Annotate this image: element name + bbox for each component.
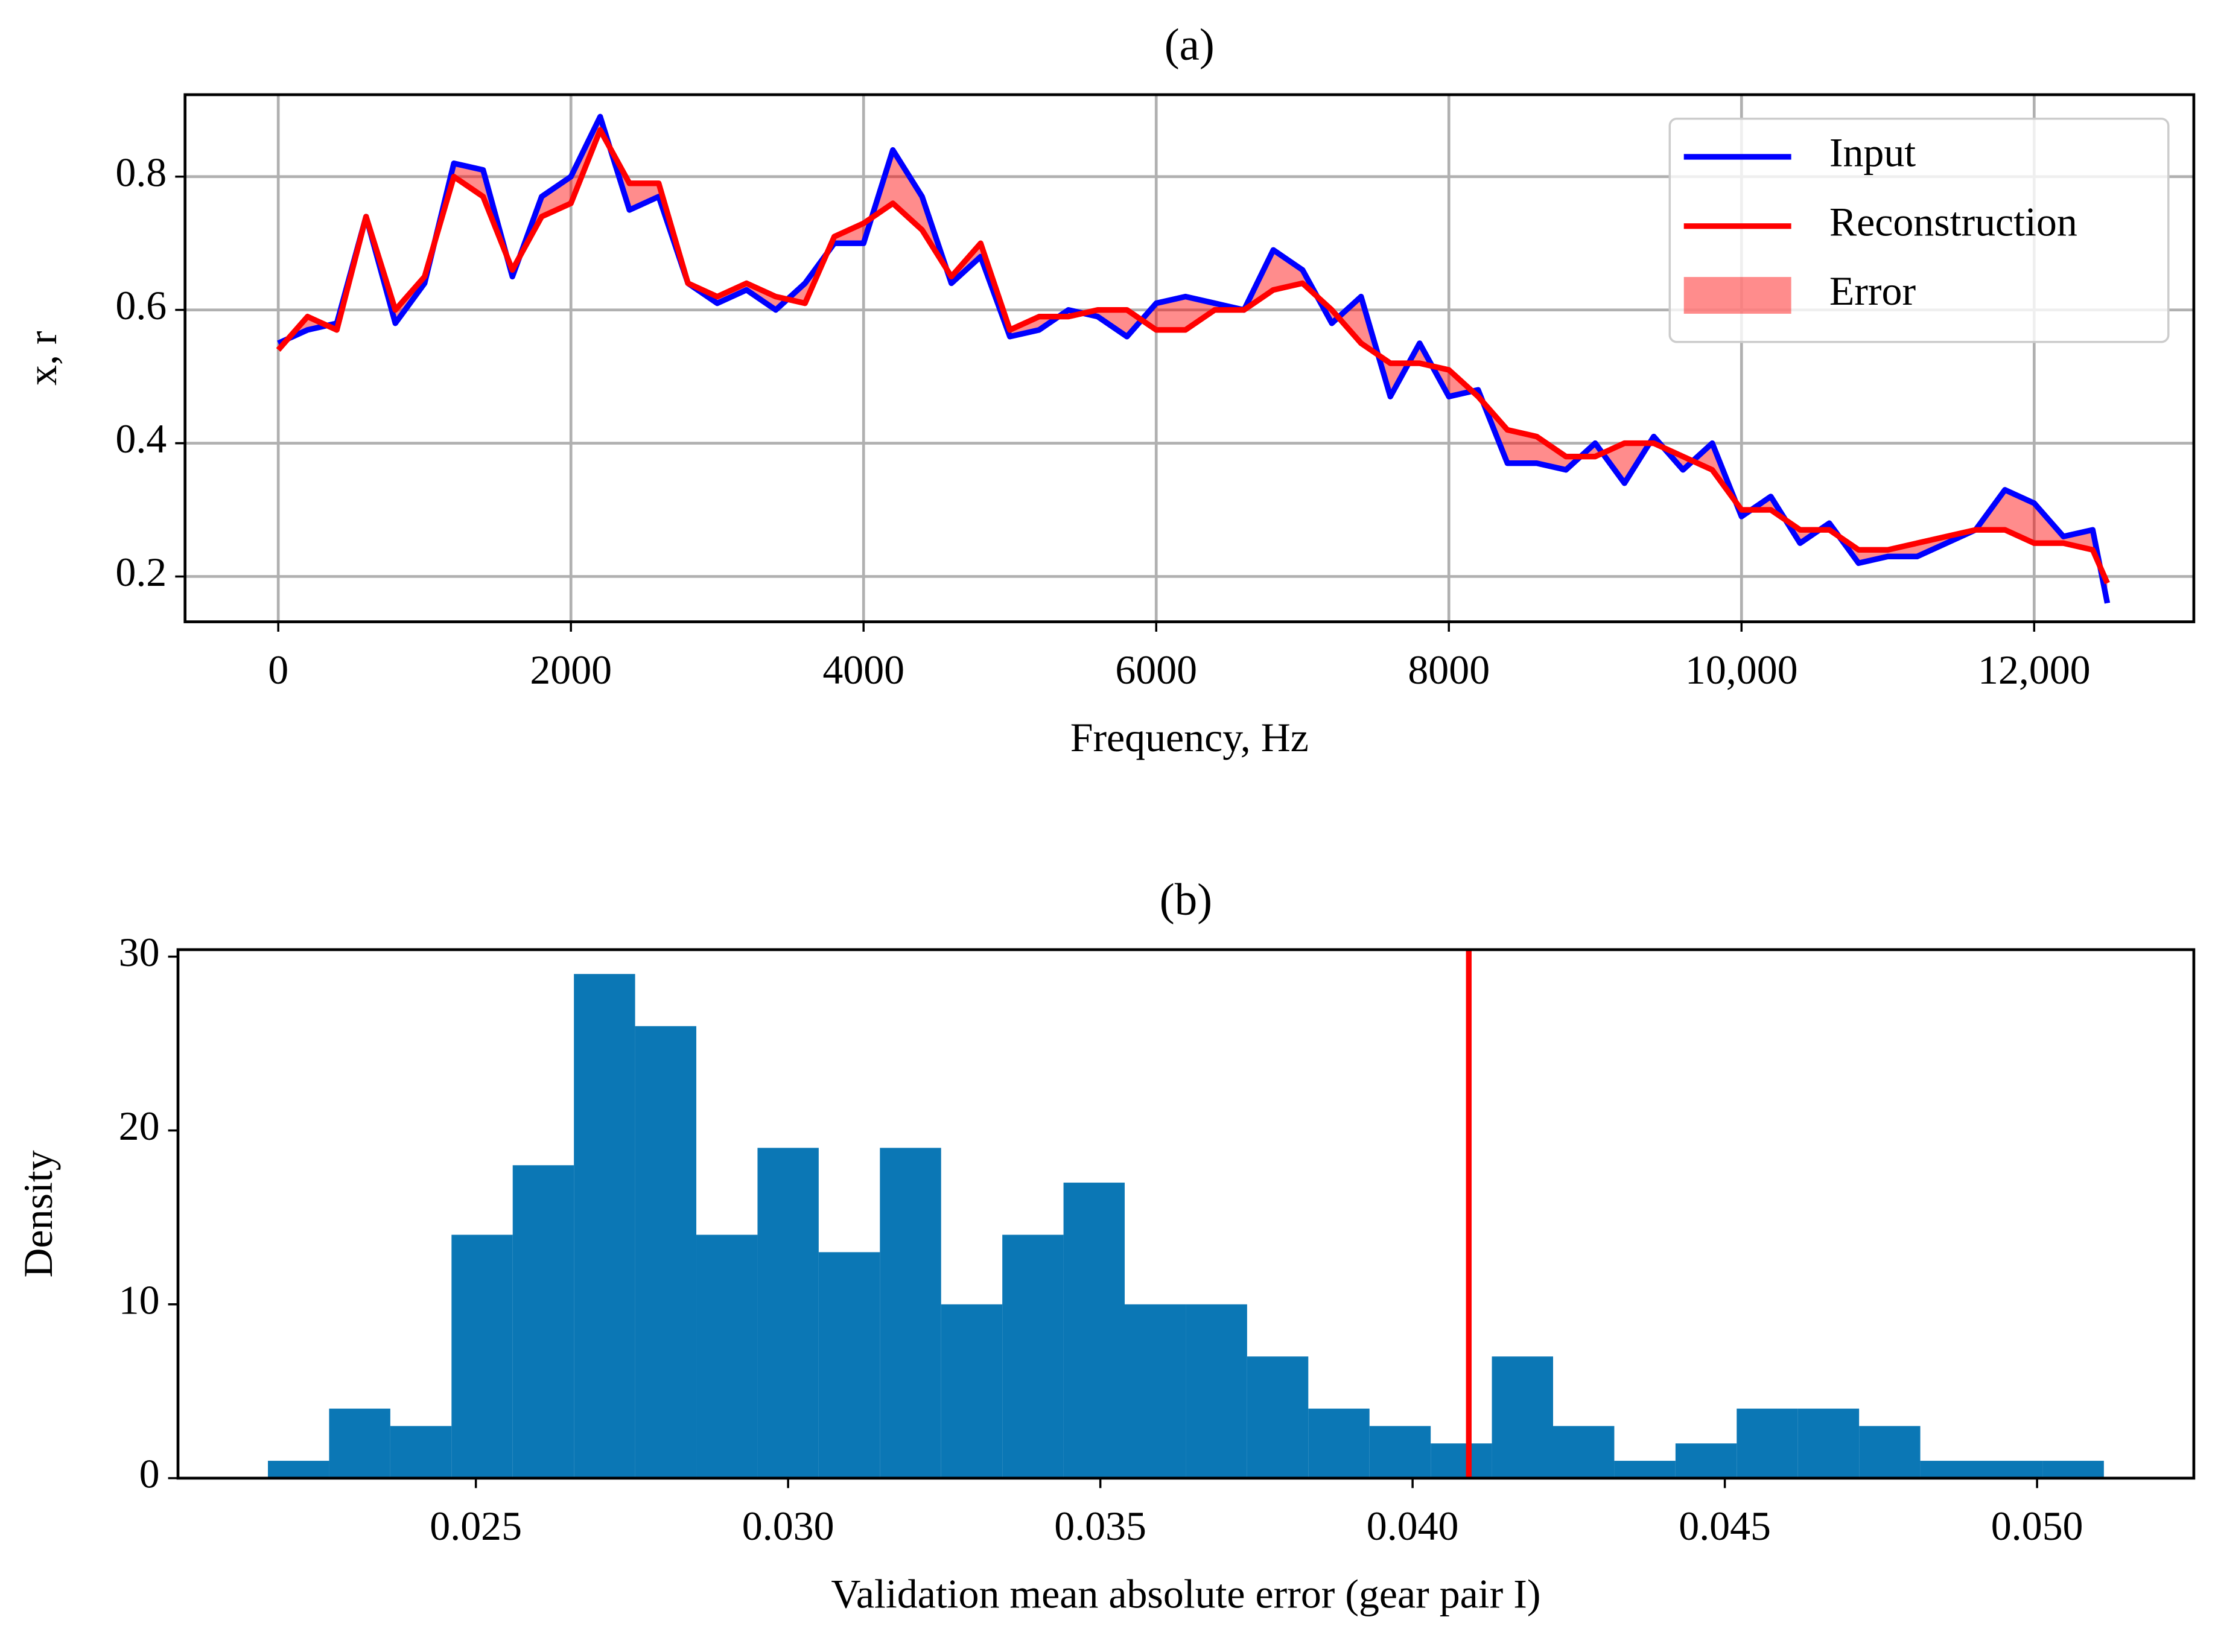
histogram-bar: [390, 1426, 452, 1478]
y-axis-label: Density: [15, 1150, 61, 1277]
x-tick-label: 2000: [530, 647, 612, 693]
histogram-bar: [696, 1234, 758, 1478]
y-tick-label: 0: [139, 1450, 160, 1496]
histogram-bar: [1797, 1408, 1860, 1478]
histogram-bar: [1247, 1356, 1309, 1478]
x-tick-label: 0.030: [742, 1503, 834, 1549]
x-axis-label: Validation mean absolute error (gear pai…: [831, 1571, 1540, 1617]
x-axis-label: Frequency, Hz: [1070, 714, 1309, 760]
histogram-bar: [1369, 1426, 1431, 1478]
histogram-bar: [574, 974, 635, 1478]
chart-title: (b): [1160, 875, 1212, 925]
histogram-bar: [1186, 1304, 1247, 1478]
histogram-bar: [757, 1148, 819, 1478]
histogram-bar: [941, 1304, 1003, 1478]
axes-frame: [176, 948, 2196, 1480]
y-axis-label: x, r: [19, 331, 65, 386]
x-tick-label: 4000: [822, 647, 904, 693]
series-line: [276, 127, 2110, 585]
series-line: [277, 113, 2111, 604]
histogram-bar: [1859, 1426, 1921, 1478]
legend-swatch: [1683, 277, 1791, 314]
y-tick-label: 0.2: [115, 549, 167, 595]
legend-label: Reconstruction: [1829, 199, 2077, 244]
x-tick-label: 10,000: [1685, 647, 1798, 693]
x-tick-label: 8000: [1408, 647, 1490, 693]
y-tick-label: 0.6: [115, 282, 167, 328]
x-tick-label: 0.035: [1054, 1503, 1146, 1549]
x-tick-label: 0.045: [1679, 1503, 1771, 1549]
x-tick-label: 0.025: [430, 1503, 522, 1549]
histogram-bar: [1492, 1356, 1554, 1478]
chart-title: (a): [1165, 20, 1215, 70]
legend-label: Input: [1829, 130, 1916, 176]
legend-box: [1668, 117, 2170, 343]
histogram-bar: [268, 1461, 329, 1478]
axes-frame: [183, 93, 2196, 623]
histogram-bar: [512, 1165, 574, 1478]
histogram-bar: [1431, 1443, 1492, 1478]
histogram-bar: [2042, 1461, 2104, 1478]
histogram-bar: [1063, 1183, 1125, 1478]
x-tick-label: 0.050: [1991, 1503, 2083, 1549]
chart-panel: 0.025 0.030 0.035 0.040 0.045 0.050 0 10 20 30 (b)…: [15, 875, 2196, 1617]
histogram-bar: [451, 1234, 513, 1478]
y-tick-label: 0.4: [115, 416, 167, 462]
y-tick-label: 30: [119, 929, 160, 975]
y-tick-label: 10: [119, 1277, 160, 1323]
y-tick-label: 20: [119, 1103, 160, 1149]
histogram-bar: [1675, 1443, 1737, 1478]
x-tick-label: 6000: [1115, 647, 1197, 693]
histogram-bar: [1002, 1234, 1064, 1478]
histogram-bar: [329, 1408, 390, 1478]
histogram-bar: [1553, 1426, 1615, 1478]
x-tick-label: 12,000: [1978, 647, 2091, 693]
chart-panel: 0 2000 4000 6000 8000 10,000 12,000 0.2 0.4 0.6 0.…: [19, 20, 2196, 760]
histogram-bar: [880, 1148, 941, 1478]
legend-label: Error: [1829, 268, 1916, 314]
histogram-bar: [1981, 1461, 2043, 1478]
x-tick-label: 0: [268, 647, 288, 693]
histogram-bar: [635, 1026, 697, 1478]
x-tick-label: 0.040: [1367, 1503, 1459, 1549]
histogram-bar: [1308, 1408, 1370, 1478]
histogram-bar: [1125, 1304, 1186, 1478]
y-tick-label: 0.8: [115, 149, 167, 195]
histogram-bar: [818, 1252, 880, 1478]
histogram-bar: [1737, 1408, 1798, 1478]
histogram-bar: [1920, 1461, 1981, 1478]
histogram-bar: [1614, 1461, 1676, 1478]
